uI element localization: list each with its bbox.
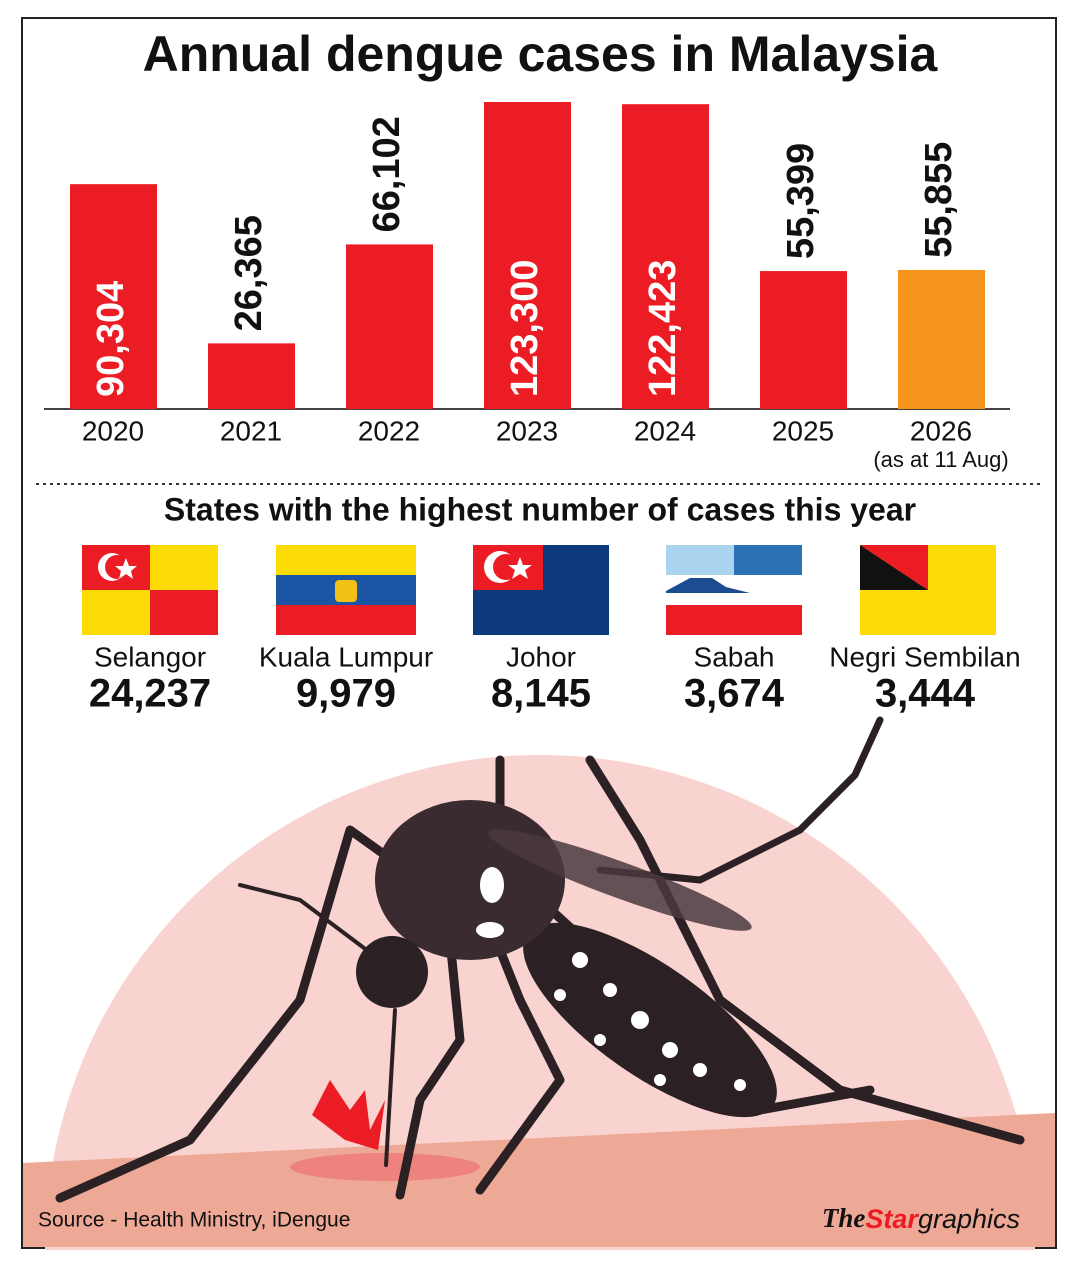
bite (290, 1153, 480, 1181)
credit: TheStargraphics (822, 1203, 1020, 1234)
x-tick-label: 2025 (772, 415, 834, 446)
mosquito (55, 716, 1025, 1203)
value-label: 55,855 (918, 142, 960, 258)
x-tick-label: 2021 (220, 415, 282, 446)
state-cases: 24,237 (89, 672, 211, 716)
skin (23, 1113, 1055, 1247)
bar (208, 343, 295, 409)
flag-kuala-lumpur (276, 545, 416, 635)
state-cases: 3,444 (875, 672, 976, 716)
x-tick-label: 2020 (82, 415, 144, 446)
bar (622, 104, 709, 410)
value-label: 26,365 (228, 215, 270, 331)
flag-negri-sembilan (860, 545, 996, 635)
state-cases: 3,674 (684, 672, 785, 716)
state-name: Sabah (694, 641, 775, 672)
chart-title: Annual dengue cases in Malaysia (143, 26, 939, 82)
x-tick-label: 2024 (634, 415, 696, 446)
bar (346, 244, 433, 409)
state-name: Negri Sembilan (829, 641, 1020, 672)
bar (484, 102, 571, 409)
state-name: Selangor (94, 641, 206, 672)
credit-graphics: graphics (918, 1204, 1020, 1234)
value-label: 90,304 (90, 281, 132, 397)
x-tick-label: 2023 (496, 415, 558, 446)
source: Source - Health Ministry, iDengue (38, 1209, 350, 1232)
state-cases: 9,979 (296, 672, 396, 716)
state-name: Kuala Lumpur (259, 641, 433, 672)
section-title: States with the highest number of cases … (164, 491, 916, 527)
value-label: 122,423 (642, 260, 684, 397)
bar (898, 269, 985, 409)
x-tick-label: 2022 (358, 415, 420, 446)
flag-johor (473, 545, 609, 635)
state-name: Johor (506, 641, 576, 672)
flag-selangor (82, 545, 218, 635)
flag-sabah (666, 545, 802, 635)
credit-star: Star (865, 1204, 919, 1234)
credit-the: The (822, 1203, 866, 1233)
sting-mark (312, 1080, 385, 1150)
state-cases: 8,145 (491, 672, 591, 716)
value-label: 66,102 (366, 116, 408, 232)
bar (70, 184, 157, 409)
bar (760, 271, 847, 409)
value-label: 123,300 (504, 260, 546, 397)
note: (as at 11 Aug) (873, 447, 1008, 472)
x-tick-label: 2026 (910, 415, 972, 446)
value-label: 55,399 (780, 143, 822, 259)
